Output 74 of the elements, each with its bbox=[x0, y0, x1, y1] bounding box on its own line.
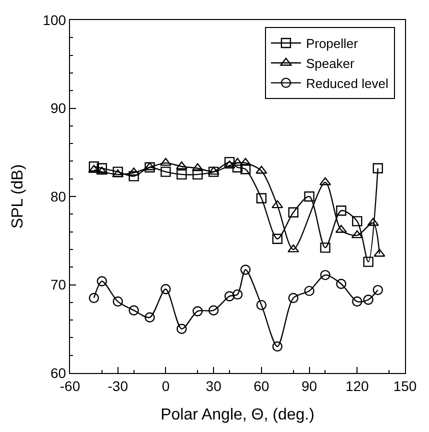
point bbox=[240, 164, 251, 174]
y-tick-label: 80 bbox=[50, 188, 66, 204]
point bbox=[288, 244, 300, 252]
point bbox=[144, 162, 155, 172]
point bbox=[363, 256, 374, 267]
point bbox=[240, 264, 251, 275]
legend-label: Propeller bbox=[306, 36, 359, 52]
point bbox=[176, 324, 187, 334]
point bbox=[320, 242, 330, 253]
point bbox=[176, 169, 187, 180]
point bbox=[128, 305, 139, 316]
point bbox=[144, 312, 155, 322]
point bbox=[363, 294, 374, 305]
point bbox=[336, 278, 346, 289]
point bbox=[112, 169, 124, 178]
point bbox=[352, 296, 362, 307]
point bbox=[96, 163, 107, 174]
point bbox=[96, 276, 107, 286]
point bbox=[208, 166, 219, 177]
point bbox=[272, 341, 282, 352]
point bbox=[160, 284, 171, 294]
point bbox=[304, 286, 314, 296]
point bbox=[232, 289, 243, 300]
point bbox=[367, 218, 379, 226]
point bbox=[88, 292, 100, 304]
x-axis-title: Polar Angle, Θ, (deg.) bbox=[160, 406, 314, 424]
point bbox=[256, 300, 267, 310]
legend-label: Reduced level bbox=[306, 76, 388, 91]
point bbox=[336, 206, 346, 216]
point bbox=[372, 284, 383, 296]
point bbox=[88, 161, 100, 172]
point bbox=[208, 166, 220, 175]
point bbox=[272, 200, 284, 208]
y-tick-label: 100 bbox=[42, 12, 66, 28]
y-axis-title: SPL (dB) bbox=[10, 164, 27, 229]
point bbox=[256, 166, 268, 174]
point bbox=[304, 191, 314, 202]
point bbox=[240, 158, 252, 166]
x-tick-label: -30 bbox=[108, 378, 128, 394]
point bbox=[224, 156, 235, 168]
point bbox=[232, 158, 244, 166]
point bbox=[224, 291, 235, 302]
x-tick-label: 150 bbox=[393, 378, 417, 394]
x-tick-label: 90 bbox=[302, 378, 318, 394]
x-tick-label: 30 bbox=[206, 378, 222, 394]
point bbox=[192, 163, 204, 172]
point bbox=[335, 224, 347, 233]
point bbox=[112, 166, 123, 177]
x-tick-label: 120 bbox=[345, 378, 370, 394]
point bbox=[96, 166, 108, 175]
y-tick-label: 70 bbox=[50, 276, 66, 293]
x-tick-label: 0 bbox=[162, 378, 170, 394]
point bbox=[374, 248, 386, 257]
point bbox=[232, 162, 243, 172]
point bbox=[272, 234, 282, 244]
point bbox=[88, 164, 100, 173]
point bbox=[372, 163, 383, 174]
point bbox=[288, 207, 298, 218]
point bbox=[320, 270, 330, 280]
point bbox=[352, 216, 362, 226]
point bbox=[112, 296, 123, 307]
point bbox=[160, 166, 171, 177]
x-tick-label: 60 bbox=[254, 378, 270, 394]
point bbox=[351, 230, 363, 238]
point bbox=[192, 169, 203, 180]
point bbox=[208, 305, 219, 316]
y-tick-label: 90 bbox=[50, 100, 66, 116]
point bbox=[288, 292, 298, 304]
point bbox=[128, 168, 140, 176]
point bbox=[176, 161, 188, 170]
legend-label: Speaker bbox=[306, 56, 356, 71]
point bbox=[128, 171, 139, 182]
point bbox=[256, 193, 267, 204]
point bbox=[192, 306, 203, 316]
